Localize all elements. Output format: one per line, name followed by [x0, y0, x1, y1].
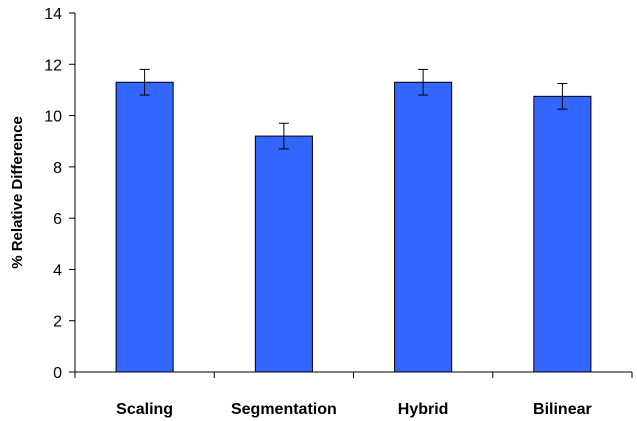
bars-layer: [115, 81, 592, 373]
y-tick-label: 4: [53, 262, 62, 279]
y-tick-label: 12: [44, 57, 62, 74]
y-tick-label: 10: [44, 109, 62, 126]
y-tick-label: 6: [53, 211, 62, 228]
x-category-label: Bilinear: [533, 401, 592, 418]
y-axis-label-group: % Relative Difference: [9, 116, 26, 269]
y-tick-label: 2: [53, 314, 62, 331]
y-tick-label: 14: [44, 6, 62, 23]
labels-layer: 0 2 4 6 8 10 12 14 Scaling Segmentation Hybrid Bili…: [44, 6, 592, 418]
bar: [254, 135, 313, 373]
bar: [394, 81, 453, 373]
y-tick-label: 0: [53, 365, 62, 382]
bar: [115, 81, 174, 373]
error-bars-layer: [139, 68, 568, 150]
y-axis-label: % Relative Difference: [9, 116, 26, 269]
x-category-label: Scaling: [116, 401, 173, 418]
bar: [533, 95, 592, 373]
y-tick-label: 8: [53, 160, 62, 177]
x-category-label: Hybrid: [398, 401, 449, 418]
x-category-label: Segmentation: [231, 401, 337, 418]
